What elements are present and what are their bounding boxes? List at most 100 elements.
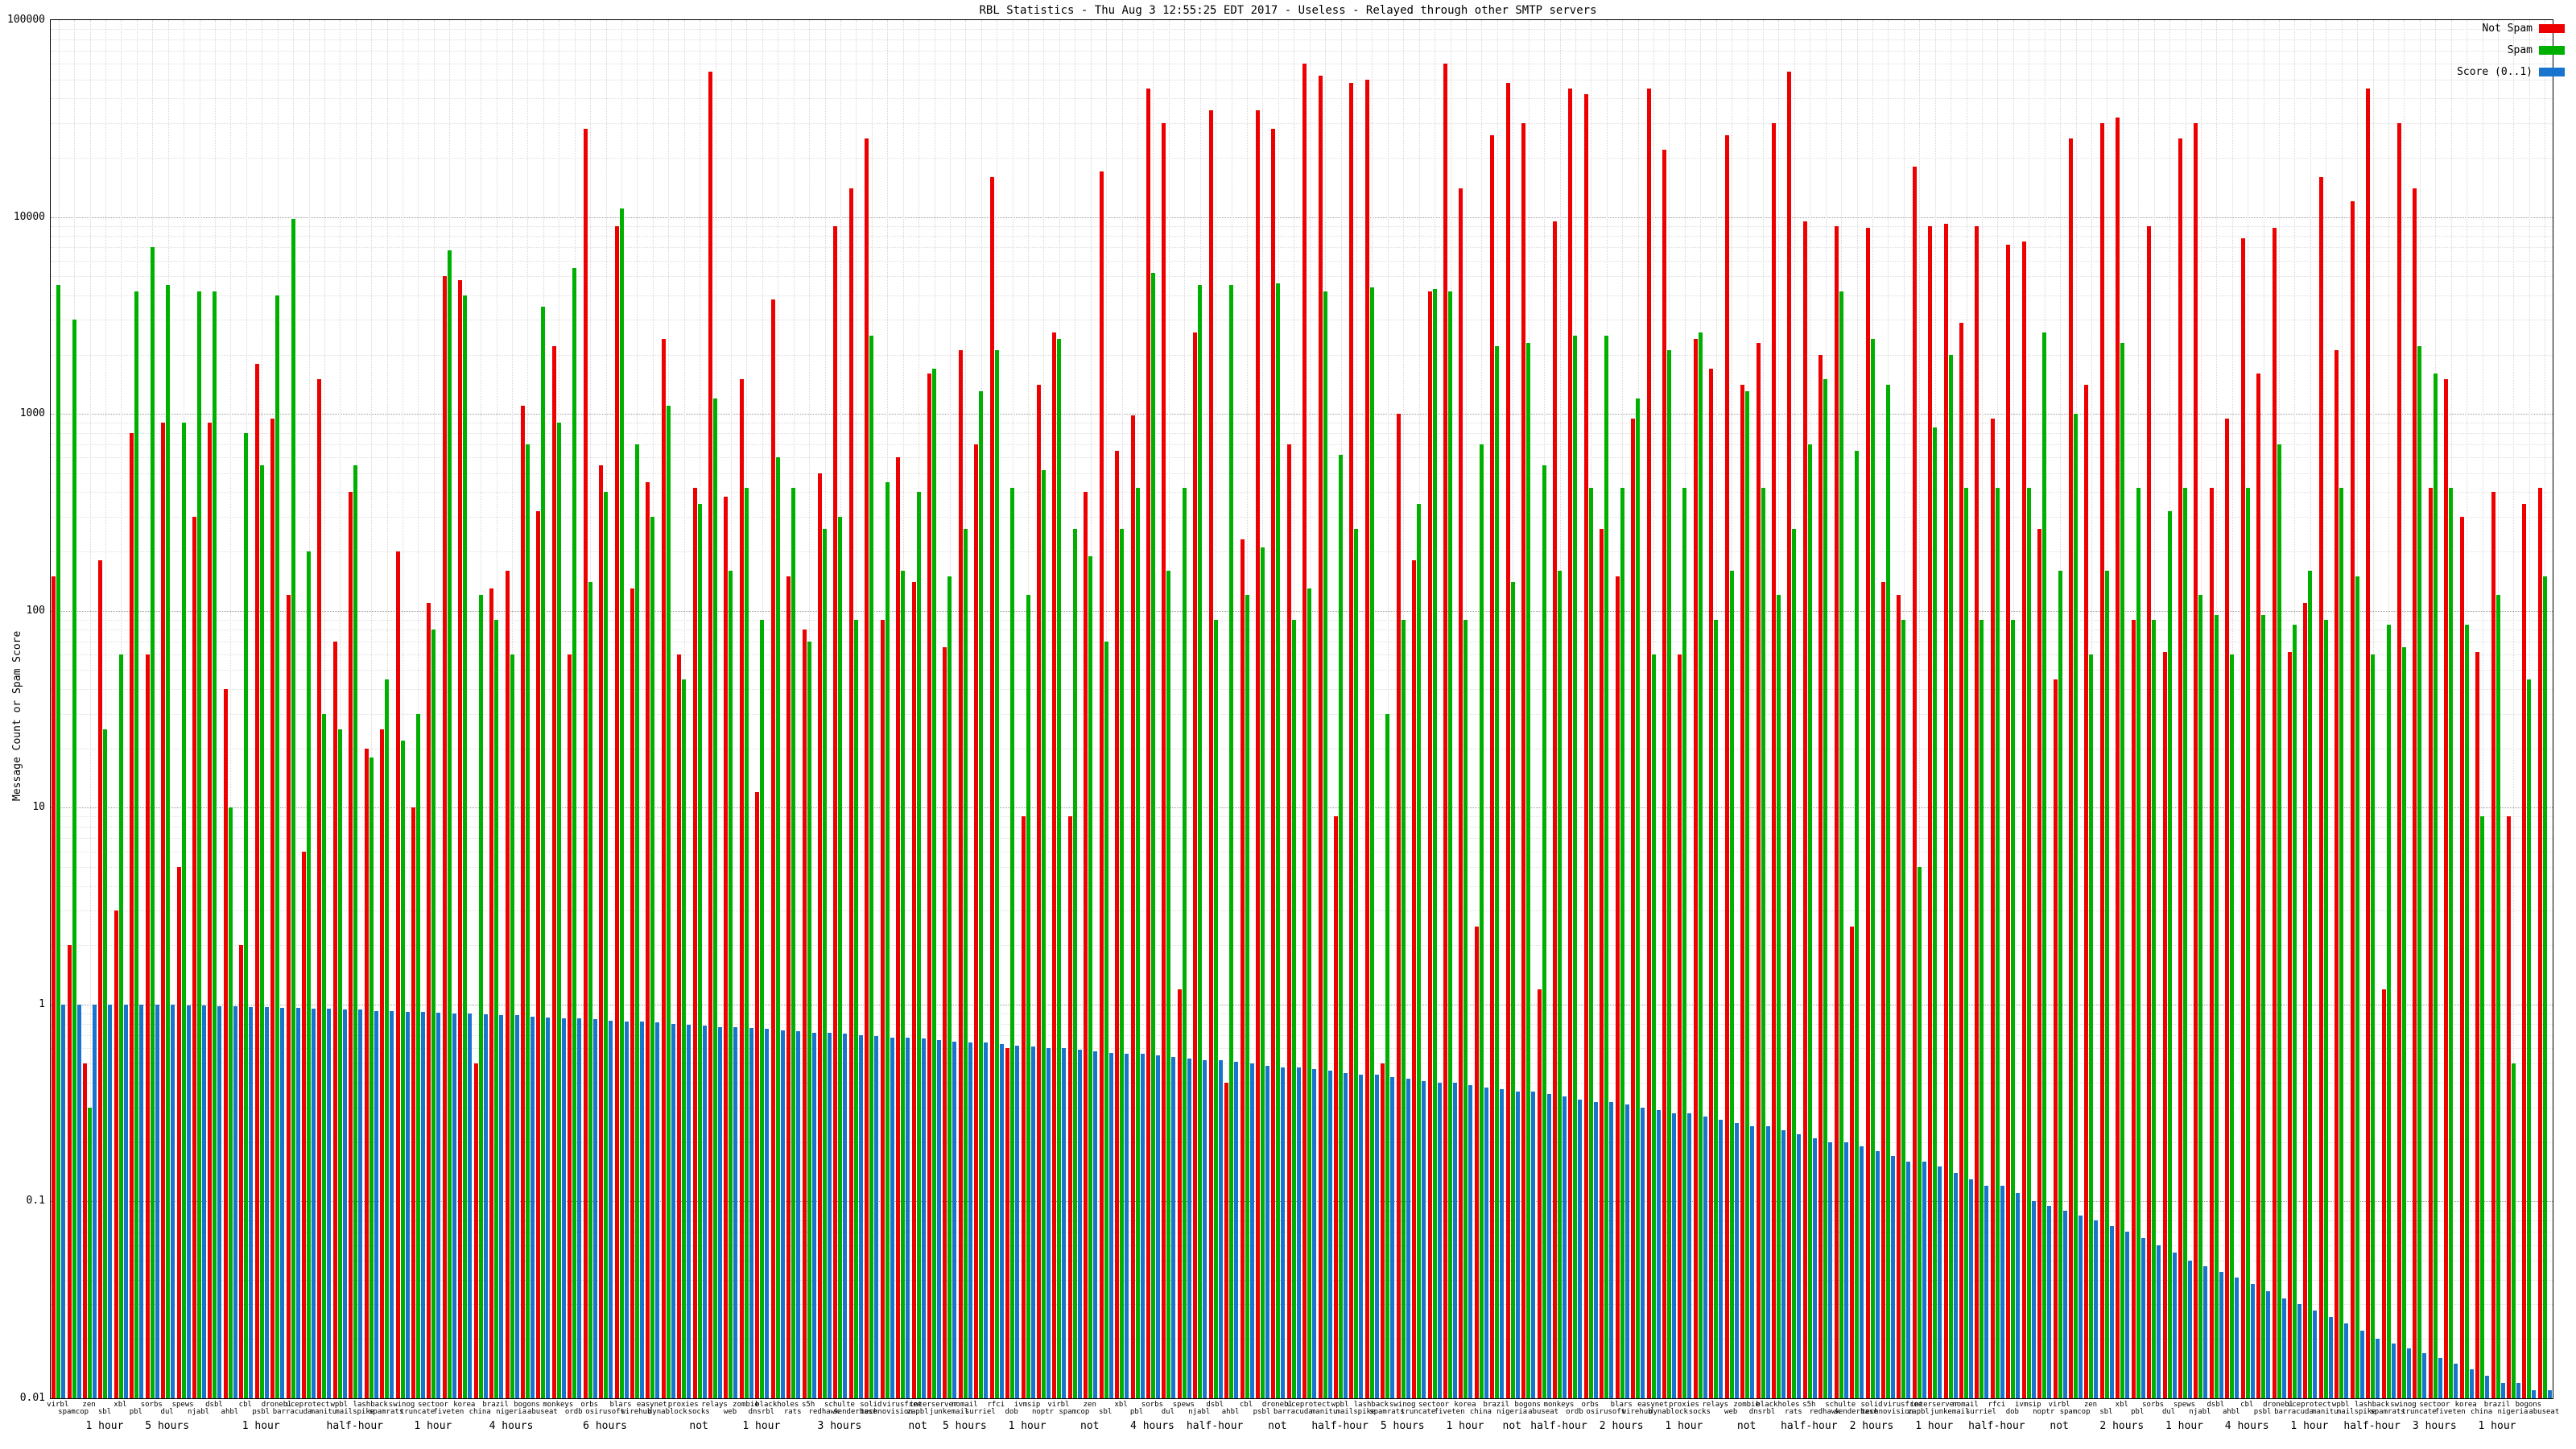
bar-score: [1249, 1063, 1254, 1398]
x-category-label: swinog: [388, 1401, 415, 1409]
y-tick-label: 100000: [7, 14, 45, 26]
x-category-label: fiveten: [433, 1408, 464, 1416]
bar-score: [984, 1042, 989, 1398]
x-period-label: half-hour: [326, 1420, 384, 1432]
x-category-label: redhawk: [1809, 1408, 1840, 1416]
bar-score: [499, 1015, 504, 1398]
x-category-label: bogons: [2515, 1401, 2542, 1409]
gridline-h-minor: [51, 713, 2553, 715]
bar-score: [1641, 1107, 1645, 1398]
bar-score: [2297, 1304, 2301, 1398]
bar-spam: [1339, 454, 1344, 1398]
bar-spam: [1385, 713, 1390, 1398]
x-category-label: junkemail: [1930, 1408, 1970, 1416]
bar-not-spam: [724, 496, 729, 1398]
x-category-label: web: [723, 1408, 737, 1416]
bar-spam: [556, 423, 561, 1398]
x-period-label: 4 hours: [2224, 1420, 2269, 1432]
x-period-label: 1 hour: [414, 1420, 452, 1432]
bar-score: [420, 1011, 425, 1398]
x-category-label: nigeria: [2497, 1408, 2529, 1416]
bar-not-spam: [1364, 79, 1369, 1398]
bar-score: [1155, 1055, 1160, 1398]
bar-score: [546, 1017, 551, 1398]
bar-score: [1500, 1089, 1505, 1398]
bar-score: [1984, 1186, 1989, 1398]
bar-not-spam: [1255, 109, 1260, 1398]
gridline-h-minor: [51, 295, 2553, 296]
bar-score: [1922, 1161, 1926, 1398]
x-category-label: surriel: [1966, 1408, 1996, 1416]
gridline-h-minor: [51, 50, 2553, 52]
chart-title: RBL Statistics - Thu Aug 3 12:55:25 EDT …: [979, 4, 1597, 17]
bar-not-spam: [2162, 651, 2167, 1398]
bar-score: [1062, 1048, 1067, 1398]
x-period-label: 3 hours: [2412, 1420, 2457, 1432]
bar-spam: [2136, 488, 2140, 1398]
bar-not-spam: [848, 188, 853, 1398]
bar-spam: [791, 488, 796, 1398]
y-tick-label: 10: [32, 801, 45, 814]
bar-not-spam: [1678, 654, 1682, 1398]
bar-spam: [1510, 581, 1515, 1398]
x-category-label: nigeria: [496, 1408, 526, 1416]
bar-score: [1390, 1076, 1395, 1398]
bar-score: [405, 1011, 410, 1398]
bar-not-spam: [52, 576, 56, 1398]
bar-not-spam: [1396, 414, 1401, 1398]
bar-score: [312, 1009, 316, 1398]
bar-score: [342, 1009, 347, 1398]
bar-score: [436, 1012, 441, 1398]
gridline-h-minor: [51, 1083, 2553, 1084]
bar-not-spam: [1740, 385, 1745, 1398]
bar-score: [2235, 1278, 2240, 1398]
bar-not-spam: [1162, 122, 1166, 1398]
x-category-label: proxies: [1668, 1401, 1699, 1409]
bar-score: [2031, 1201, 2036, 1398]
bar-spam: [1088, 555, 1093, 1398]
gridline-h-minor: [51, 225, 2553, 227]
bar-spam: [2104, 570, 2109, 1398]
bar-spam: [1229, 285, 1234, 1398]
bar-score: [2203, 1265, 2208, 1398]
bar-not-spam: [599, 464, 604, 1398]
bar-score: [390, 1010, 394, 1398]
x-category-label: dul: [160, 1408, 174, 1416]
x-period-label: 4 hours: [1130, 1420, 1174, 1432]
bar-not-spam: [1818, 354, 1823, 1398]
bar-spam: [1948, 354, 1953, 1398]
bar-score: [1437, 1083, 1442, 1398]
bar-score: [139, 1004, 144, 1398]
bar-not-spam: [1067, 816, 1072, 1398]
bar-not-spam: [1537, 989, 1542, 1398]
y-axis-title: Message Count or Spam Score: [11, 630, 23, 801]
x-category-label: pbl: [1129, 1408, 1144, 1416]
bar-score: [1624, 1104, 1629, 1398]
bar-score: [1969, 1179, 1974, 1398]
gridline-h-minor: [51, 619, 2553, 621]
bar-score: [1671, 1113, 1676, 1398]
bar-not-spam: [1756, 342, 1761, 1398]
x-category-label: uceprotect: [2287, 1401, 2331, 1409]
bar-not-spam: [2209, 488, 2214, 1398]
bar-spam: [1150, 273, 1155, 1398]
bar-spam: [103, 729, 108, 1398]
x-category-label: easynet: [1637, 1401, 1669, 1409]
bar-spam: [478, 595, 483, 1398]
gridline-h-minor: [51, 354, 2553, 356]
x-category-label: redhawk: [808, 1408, 840, 1416]
x-category-label: cbl: [1239, 1401, 1253, 1409]
x-category-label: spews: [171, 1401, 194, 1409]
x-category-label: abuseat: [2529, 1408, 2560, 1416]
bar-not-spam: [1990, 418, 1995, 1398]
x-category-label: korea: [2454, 1401, 2477, 1409]
bar-spam: [853, 619, 858, 1398]
bar-score: [2109, 1226, 2114, 1398]
x-period-label: half-hour: [2343, 1420, 2401, 1432]
gridline-v: [89, 20, 91, 1398]
x-category-label: manitu: [2312, 1408, 2339, 1416]
bar-spam: [1323, 291, 1327, 1398]
bar-not-spam: [380, 729, 385, 1398]
bar-spam: [385, 679, 390, 1398]
bar-not-spam: [927, 374, 931, 1398]
